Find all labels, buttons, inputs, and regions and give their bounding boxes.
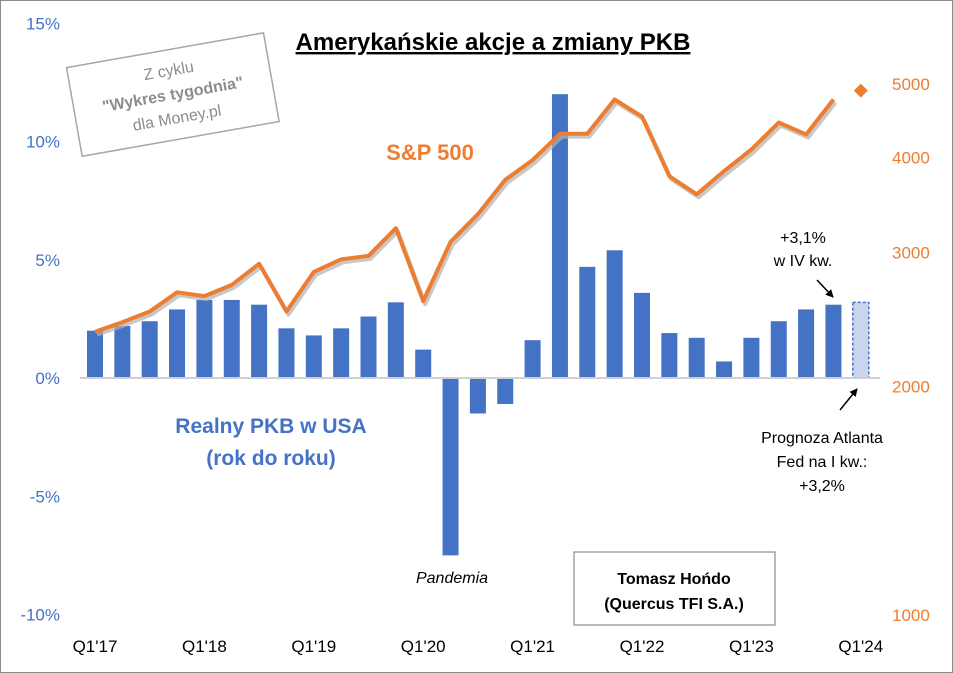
stamp: Z cyklu "Wykres tygodnia" dla Money.pl: [65, 32, 281, 158]
gdp-bar: [798, 309, 815, 378]
gdp-bar: [278, 328, 295, 378]
gdp-bar: [114, 325, 131, 378]
x-axis-tick-label: Q1'23: [729, 637, 774, 656]
gdp-label-1: Realny PKB w USA: [175, 415, 366, 438]
gdp-bar: [606, 250, 623, 378]
author-company: (Quercus TFI S.A.): [604, 596, 744, 613]
gdp-bar: [251, 304, 268, 378]
gdp-bar: [442, 378, 459, 556]
x-axis-tick-label: Q1'18: [182, 637, 227, 656]
gdp-bar: [524, 340, 541, 378]
gdp-label-2: (rok do roku): [206, 447, 336, 470]
gdp-bar: [360, 316, 377, 378]
x-axis-tick-label: Q1'24: [838, 637, 883, 656]
right-axis-tick-label: 3000: [892, 244, 930, 263]
gdp-bar: [169, 309, 186, 378]
gdp-bar: [497, 378, 514, 405]
gdp-bar: [688, 337, 705, 378]
gdp-forecast-bar: [852, 301, 870, 379]
gdp-bar: [196, 299, 213, 378]
x-axis-tick-label: Q1'20: [401, 637, 446, 656]
right-axis-tick-label: 4000: [892, 149, 930, 168]
gdp-bar: [634, 292, 650, 378]
sp500-latest-marker: [853, 83, 868, 98]
pandemic-label: Pandemia: [416, 570, 488, 587]
q4-arrow: [816, 279, 834, 298]
gdp-bar: [223, 299, 240, 378]
left-axis-tick-label: 10%: [26, 133, 60, 152]
sp500-label: S&P 500: [386, 140, 474, 165]
author-name: Tomasz Hońdo: [617, 571, 731, 588]
gdp-bar: [661, 333, 678, 378]
sp500-line: [94, 97, 836, 334]
sp500-line-shadow: [96, 100, 838, 337]
left-axis-tick-label: 5%: [35, 251, 60, 270]
gdp-bar: [333, 328, 350, 378]
q4-annotation-2: w IV kw.: [773, 253, 833, 270]
right-axis-tick-label: 2000: [892, 377, 930, 396]
forecast-annotation-3: +3,2%: [799, 478, 845, 495]
gdp-bar: [415, 349, 432, 378]
left-axis-tick-label: -5%: [30, 487, 60, 506]
right-axis-tick-label: 5000: [892, 75, 930, 94]
gdp-bar: [387, 302, 404, 378]
gdp-bar: [87, 330, 103, 378]
gdp-bar: [305, 335, 322, 378]
x-axis-tick-label: Q1'21: [510, 637, 555, 656]
forecast-annotation-1: Prognoza Atlanta: [761, 430, 883, 447]
gdp-bar: [770, 321, 787, 378]
gdp-bar: [469, 378, 486, 414]
x-axis-tick-label: Q1'17: [73, 637, 118, 656]
forecast-annotation-2: Fed na I kw.:: [777, 454, 868, 471]
gdp-bar: [579, 266, 596, 378]
author-box: Tomasz Hońdo (Quercus TFI S.A.): [573, 551, 776, 626]
x-axis-tick-label: Q1'22: [620, 637, 665, 656]
gdp-bar: [716, 361, 733, 378]
left-axis-tick-label: 15%: [26, 14, 60, 33]
gdp-bar: [743, 337, 760, 378]
q4-annotation-1: +3,1%: [780, 230, 826, 247]
gdp-bar: [141, 321, 158, 378]
right-axis-tick-label: 1000: [892, 606, 930, 625]
left-axis-tick-label: -10%: [20, 606, 60, 625]
x-axis-tick-label: Q1'19: [291, 637, 336, 656]
gdp-bar: [551, 94, 568, 378]
chart-title: Amerykańskie akcje a zmiany PKB: [296, 29, 691, 56]
gdp-bar: [825, 304, 842, 378]
forecast-arrow: [839, 388, 858, 411]
left-axis-tick-label: 0%: [35, 369, 60, 388]
